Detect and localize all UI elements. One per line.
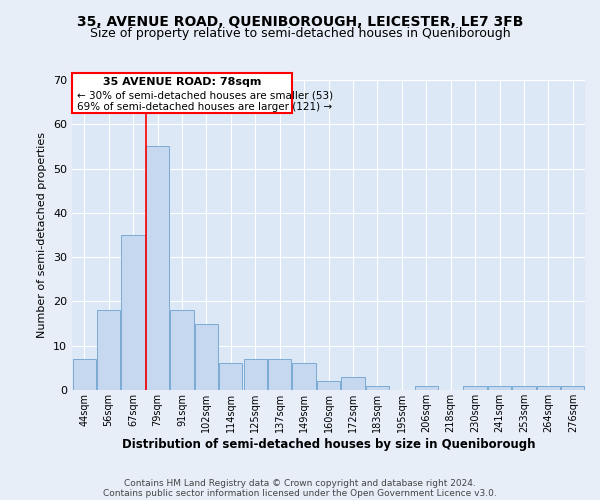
- Bar: [537, 386, 560, 390]
- Bar: [512, 386, 536, 390]
- Bar: [561, 386, 584, 390]
- Bar: [292, 364, 316, 390]
- Text: 35 AVENUE ROAD: 78sqm: 35 AVENUE ROAD: 78sqm: [103, 77, 262, 87]
- FancyBboxPatch shape: [73, 74, 292, 113]
- Text: Contains public sector information licensed under the Open Government Licence v3: Contains public sector information licen…: [103, 488, 497, 498]
- Bar: [170, 310, 194, 390]
- Bar: [73, 359, 96, 390]
- Bar: [488, 386, 511, 390]
- Bar: [244, 359, 267, 390]
- Bar: [341, 376, 365, 390]
- Text: ← 30% of semi-detached houses are smaller (53): ← 30% of semi-detached houses are smalle…: [77, 90, 334, 101]
- Bar: [415, 386, 438, 390]
- Bar: [121, 235, 145, 390]
- Bar: [219, 364, 242, 390]
- Bar: [146, 146, 169, 390]
- Bar: [463, 386, 487, 390]
- Bar: [366, 386, 389, 390]
- Text: Contains HM Land Registry data © Crown copyright and database right 2024.: Contains HM Land Registry data © Crown c…: [124, 478, 476, 488]
- X-axis label: Distribution of semi-detached houses by size in Queniborough: Distribution of semi-detached houses by …: [122, 438, 535, 450]
- Bar: [97, 310, 120, 390]
- Bar: [195, 324, 218, 390]
- Bar: [268, 359, 291, 390]
- Text: Size of property relative to semi-detached houses in Queniborough: Size of property relative to semi-detach…: [89, 28, 511, 40]
- Y-axis label: Number of semi-detached properties: Number of semi-detached properties: [37, 132, 47, 338]
- Text: 69% of semi-detached houses are larger (121) →: 69% of semi-detached houses are larger (…: [77, 102, 332, 113]
- Bar: [317, 381, 340, 390]
- Text: 35, AVENUE ROAD, QUENIBOROUGH, LEICESTER, LE7 3FB: 35, AVENUE ROAD, QUENIBOROUGH, LEICESTER…: [77, 15, 523, 29]
